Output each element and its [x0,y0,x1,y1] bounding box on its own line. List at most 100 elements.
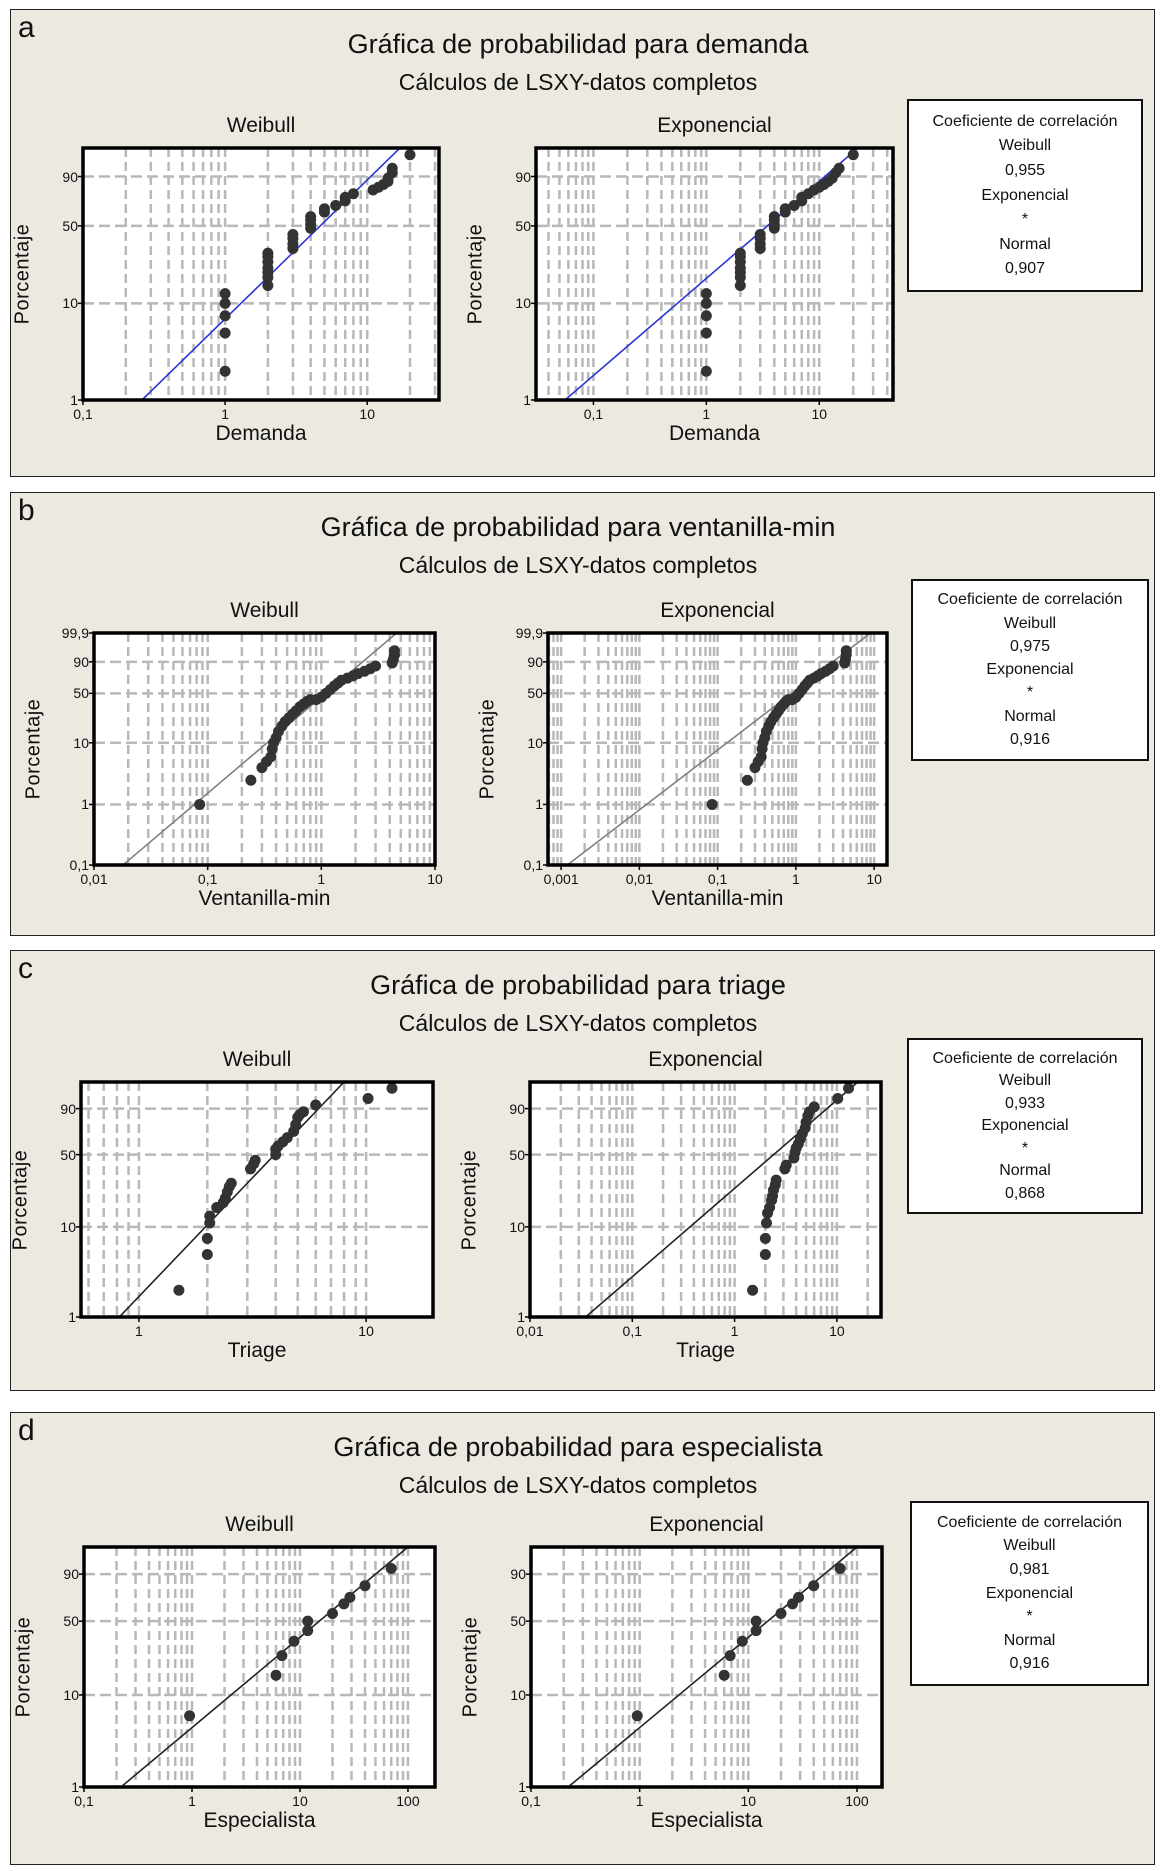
plot-border [92,631,437,867]
data-point [287,228,299,240]
legend-value: 0,916 [1009,1655,1050,1673]
y-tick-label: 10 [62,295,78,312]
fit-line [585,1082,859,1317]
chart-title: Gráfica de probabilidad para ventanilla-… [320,512,836,542]
plot-title: Weibull [225,1513,294,1536]
x-axis-label: Demanda [215,422,307,445]
data-point [775,1607,787,1619]
y-tick-label: 99,9 [61,625,89,641]
data-point [219,297,231,309]
panel-letter: a [18,11,35,44]
legend-value: 0,907 [1004,260,1046,278]
data-point [318,203,330,215]
x-tick-label: 1 [188,1793,196,1809]
data-point [385,1563,397,1575]
y-tick-label: 1 [71,1779,79,1795]
data-point [270,1669,282,1681]
plot-border [528,1080,883,1319]
x-tick-label: 10 [358,1323,374,1339]
plot-area [530,1082,881,1317]
data-point [404,149,416,161]
y-tick-label: 10 [510,1686,526,1703]
x-tick-label: 10 [829,1323,845,1339]
data-point [201,1248,213,1260]
y-tick-label: 10 [60,1218,76,1235]
legend-label: Normal [999,235,1051,253]
data-point [359,1580,371,1592]
probability-plot [78,146,441,405]
x-axis-label: Demanda [668,422,761,445]
x-tick-label: 10 [740,1793,757,1809]
y-axis-label: Porcentaje [464,223,487,325]
x-tick-label: 1 [317,871,326,887]
legend-value: * [1026,1608,1033,1626]
data-point [330,199,342,211]
x-tick-label: 0,01 [80,871,108,887]
y-tick-label: 90 [527,653,543,670]
data-point [388,645,400,657]
chart-title: Gráfica de probabilidad para triage [370,970,786,1000]
data-point [760,1217,772,1229]
data-point [219,327,231,339]
legend-heading: Coeficiente de correlación [937,1513,1122,1531]
data-point [834,1563,846,1575]
y-tick-label: 90 [60,1100,76,1117]
chart-subtitle: Cálculos de LSXY-datos completos [398,1010,758,1036]
y-tick-label: 1 [518,1779,526,1795]
data-point [808,1580,820,1592]
plot-title: Exponencial [657,114,772,137]
data-point [310,1099,322,1111]
x-tick-label: 10 [359,406,375,422]
data-point [700,297,712,309]
data-point [362,1092,374,1104]
x-tick-label: 0,1 [622,1323,643,1339]
data-point [225,1177,237,1189]
y-tick-label: 0,1 [69,857,89,873]
y-tick-label: 90 [509,1100,525,1117]
x-tick-label: 1 [635,1793,644,1809]
data-point [276,1650,288,1662]
data-point [750,1615,762,1627]
data-point [827,660,839,672]
y-tick-label: 50 [527,685,543,702]
legend-value: * [1026,684,1034,702]
legend-label: Normal [1004,707,1056,725]
x-tick-label: 100 [845,1793,869,1809]
data-point [344,1591,356,1603]
data-point [262,247,274,259]
plot-area [81,1082,433,1317]
plot-area [536,148,893,400]
data-point [734,247,746,259]
chart-subtitle: Cálculos de LSXY-datos completos [398,552,758,578]
data-point [204,1210,216,1222]
y-tick-label: 50 [509,1146,525,1163]
data-point [840,645,852,657]
data-point [262,280,274,292]
x-axis-label: Ventanilla-min [651,887,784,910]
x-tick-label: 0,1 [583,406,604,422]
plot-border [534,146,895,402]
y-tick-label: 90 [63,1566,79,1583]
plot-border [81,146,441,402]
data-point [706,798,718,810]
probability-plot [531,146,895,405]
probability-plot [79,1545,437,1792]
legend-label: Exponencial [981,1117,1069,1134]
data-point [347,188,359,200]
data-point [219,288,231,300]
chart-subtitle: Cálculos de LSXY-datos completos [398,69,758,95]
x-axis-label: Triage [227,1339,287,1362]
y-axis-label: Porcentaje [458,1149,481,1250]
x-tick-label: 1 [730,1323,739,1339]
y-axis-label: Porcentaje [12,1616,35,1718]
correlation-legend: Coeficiente de correlación Weibull 0,955 Ex… [907,99,1143,292]
legend-heading: Coeficiente de correlación [937,591,1123,609]
data-point [780,1159,792,1171]
data-point [173,1284,185,1296]
y-tick-label: 1 [70,392,78,408]
panel-letter: d [18,1414,35,1447]
data-point [302,1625,314,1637]
data-point [386,162,398,174]
x-tick-label: 0,01 [625,871,653,887]
